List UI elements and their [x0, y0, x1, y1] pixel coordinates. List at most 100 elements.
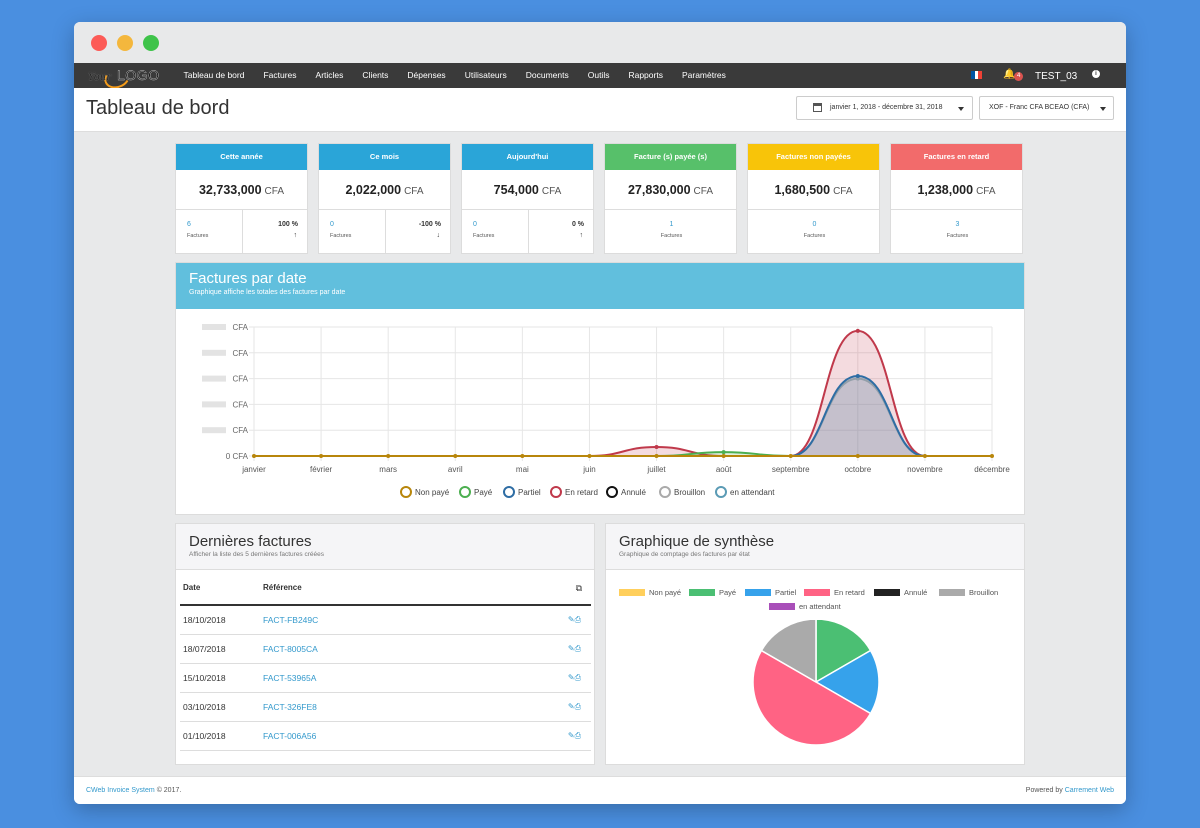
legend-label[interactable]: Annulé [621, 488, 646, 497]
amount-unit: CFA [264, 186, 284, 197]
data-point[interactable] [252, 454, 256, 458]
data-point[interactable] [654, 444, 659, 449]
legend-item[interactable]: Partiel [745, 588, 796, 597]
edit-icon[interactable]: ✎ [567, 614, 575, 624]
nav-factures[interactable]: Factures [263, 70, 297, 80]
nav-parametres[interactable]: Paramètres [681, 70, 726, 80]
stat-invoice-count[interactable]: 0 Factures [462, 210, 528, 253]
legend-marker[interactable] [606, 486, 618, 498]
data-point[interactable] [721, 450, 726, 455]
stat-invoice-count[interactable]: 0 Factures [748, 210, 879, 253]
stat-invoice-count[interactable]: 0 Factures [319, 210, 385, 253]
stat-invoice-count[interactable]: 6 Factures [176, 210, 242, 253]
count-value[interactable]: 0 [473, 221, 477, 228]
user-menu[interactable]: TEST_03 [1035, 71, 1078, 82]
bell-icon[interactable]: 🔔 [1003, 69, 1016, 80]
nav-rapports[interactable]: Rapports [628, 70, 663, 80]
data-point[interactable] [721, 454, 726, 458]
legend-label: Payé [719, 588, 737, 597]
pie-slice[interactable] [814, 649, 880, 715]
data-point[interactable] [855, 328, 860, 333]
legend-label[interactable]: Payé [474, 488, 493, 497]
data-point[interactable] [922, 454, 927, 458]
print-icon[interactable]: ⎙ [574, 730, 581, 740]
footer-company-link[interactable]: Carrement Web [1064, 787, 1114, 794]
count-value[interactable]: 1 [669, 221, 674, 228]
nav-documents[interactable]: Documents [525, 70, 569, 80]
count-value[interactable]: 3 [955, 221, 960, 228]
footer-powered-by: Powered by Carrement Web [1026, 787, 1114, 794]
edit-icon[interactable]: ✎ [567, 643, 575, 653]
trend-percent: -100 % [418, 221, 441, 228]
legend-item[interactable]: Brouillon [939, 588, 998, 597]
data-point[interactable] [587, 454, 592, 458]
close-window-button[interactable] [91, 35, 107, 51]
amount-value: 2,022,000 [345, 183, 402, 197]
count-value[interactable]: 6 [187, 221, 191, 228]
legend-label[interactable]: En retard [565, 488, 598, 497]
invoice-reference-link[interactable]: FACT-006A56 [260, 721, 489, 751]
info-icon[interactable]: i [1092, 70, 1100, 78]
print-icon[interactable]: ⎙ [574, 672, 581, 682]
date-range-picker[interactable]: janvier 1, 2018 - décembre 31, 2018 [796, 96, 973, 120]
data-point[interactable] [319, 454, 324, 458]
legend-marker[interactable] [459, 486, 471, 498]
maximize-window-button[interactable] [143, 35, 159, 51]
invoice-reference-link[interactable]: FACT-FB249C [260, 605, 489, 635]
data-point[interactable] [520, 454, 525, 458]
print-icon[interactable]: ⎙ [574, 614, 581, 624]
calendar-icon [813, 103, 822, 112]
data-point[interactable] [453, 454, 458, 458]
legend-marker[interactable] [550, 486, 562, 498]
print-icon[interactable]: ⎙ [574, 701, 581, 711]
nav-clients[interactable]: Clients [362, 70, 389, 80]
legend-item[interactable]: Payé [689, 588, 736, 597]
edit-icon[interactable]: ✎ [567, 672, 575, 682]
brand-logo[interactable]: Your LOGO [86, 64, 166, 92]
legend-marker[interactable] [659, 486, 671, 498]
count-value[interactable]: 0 [812, 221, 817, 228]
data-point[interactable] [386, 454, 391, 458]
legend-marker[interactable] [715, 486, 727, 498]
stat-invoice-count[interactable]: 3 Factures [891, 210, 1022, 253]
legend-item[interactable]: En retard [804, 588, 865, 597]
legend-marker[interactable] [503, 486, 515, 498]
data-point[interactable] [788, 454, 793, 458]
legend-label[interactable]: Brouillon [674, 488, 705, 497]
edit-icon[interactable]: ✎ [567, 701, 575, 711]
data-point[interactable] [855, 374, 860, 379]
invoice-reference-link[interactable]: FACT-326FE8 [260, 692, 489, 722]
nav-tableau-de-bord[interactable]: Tableau de bord [183, 70, 245, 80]
legend-item[interactable]: Non payé [619, 588, 681, 597]
legend-label[interactable]: Partiel [518, 488, 541, 497]
minimize-window-button[interactable] [117, 35, 133, 51]
print-icon[interactable]: ⎙ [574, 643, 581, 653]
data-point[interactable] [654, 454, 659, 458]
language-flag-icon[interactable] [971, 71, 983, 79]
chart-subtitle: Graphique affiche les totales des factur… [189, 289, 346, 296]
pie-slice[interactable] [815, 620, 872, 684]
legend-item[interactable]: Annulé [874, 588, 927, 597]
stat-invoice-count[interactable]: 1 Factures [605, 210, 736, 253]
footer-app-link[interactable]: CWeb Invoice System [86, 787, 155, 794]
data-point[interactable] [990, 454, 994, 458]
pie-slice[interactable] [752, 649, 872, 746]
legend-marker[interactable] [400, 486, 412, 498]
edit-icon[interactable]: ✎ [567, 730, 575, 740]
currency-select[interactable]: XOF - Franc CFA BCEAO (CFA) [979, 96, 1114, 120]
column-header-date: Date [180, 570, 260, 606]
data-point[interactable] [855, 454, 860, 458]
y-tick-label: CFA [232, 375, 248, 384]
nav-articles[interactable]: Articles [315, 70, 344, 80]
legend-label[interactable]: en attendant [730, 488, 775, 497]
count-value[interactable]: 0 [330, 221, 334, 228]
nav-outils[interactable]: Outils [587, 70, 610, 80]
nav-depenses[interactable]: Dépenses [407, 70, 446, 80]
invoice-reference-link[interactable]: FACT-53965A [260, 663, 489, 693]
amount-value: 27,830,000 [627, 183, 691, 197]
legend-item[interactable]: en attendant [769, 602, 841, 611]
legend-label[interactable]: Non payé [415, 488, 450, 497]
invoice-reference-link[interactable]: FACT-8005CA [260, 634, 489, 664]
nav-utilisateurs[interactable]: Utilisateurs [464, 70, 507, 80]
pie-slice[interactable] [760, 620, 817, 684]
